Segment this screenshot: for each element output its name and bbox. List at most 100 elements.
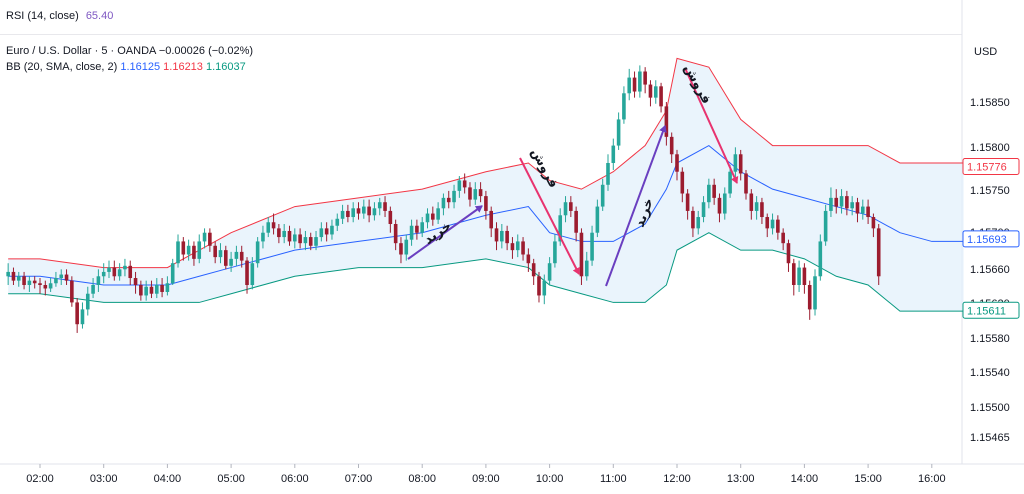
price-badge-middle: 1.15693	[962, 230, 1020, 248]
candle-body	[494, 228, 499, 242]
candle	[43, 280, 48, 296]
candle	[680, 167, 685, 203]
candle	[213, 241, 217, 264]
candle	[441, 193, 446, 216]
candle-body	[425, 213, 430, 223]
candle	[38, 278, 42, 294]
candle-body	[712, 184, 716, 198]
candle	[186, 239, 191, 261]
candle-body	[537, 276, 541, 296]
price-tick: 1.15850	[970, 97, 1010, 109]
candle	[271, 213, 276, 235]
candle-body	[112, 267, 117, 277]
candle	[595, 199, 600, 238]
candle	[123, 258, 127, 277]
candle	[314, 230, 318, 251]
candle	[218, 243, 223, 264]
candle-body	[749, 193, 754, 211]
candle-body	[802, 267, 807, 285]
candle	[367, 199, 371, 223]
candle-body	[144, 286, 148, 296]
candle	[584, 251, 589, 281]
candle-body	[372, 208, 377, 216]
rsi-label: RSI (14, close)	[6, 10, 79, 22]
candle-body	[473, 189, 478, 200]
candle	[632, 71, 637, 98]
candle-body	[255, 241, 260, 264]
candle-body	[760, 202, 764, 218]
rsi-value: 65.40	[85, 10, 114, 22]
candle	[839, 189, 844, 214]
time-tick: 03:00	[90, 473, 118, 485]
candle	[425, 208, 430, 229]
candle	[112, 260, 117, 281]
candle-body	[133, 278, 138, 285]
currency-label[interactable]: USD	[974, 46, 998, 58]
candle-body	[478, 189, 483, 197]
candle-body	[707, 184, 711, 203]
candle	[478, 182, 483, 203]
candle-body	[117, 269, 122, 277]
candle	[643, 67, 647, 94]
candle-body	[356, 208, 361, 214]
candle-body	[664, 106, 669, 137]
candle	[170, 258, 175, 285]
candle-body	[770, 219, 775, 229]
candle	[277, 224, 281, 244]
price-tick: 1.15580	[970, 333, 1010, 345]
candle-body	[64, 274, 69, 281]
main-legend: Euro / U.S. Dollar · 5 · OANDA −0.00026 …	[6, 43, 253, 75]
candle	[728, 164, 732, 198]
candle-body	[38, 283, 42, 285]
candle	[781, 228, 785, 251]
candle-body	[324, 228, 329, 235]
candle-body	[362, 206, 366, 214]
candle-body	[266, 222, 271, 233]
candle	[786, 239, 791, 272]
candle-body	[239, 251, 244, 261]
candle-body	[340, 210, 345, 219]
candle	[505, 225, 509, 251]
candle	[669, 132, 674, 163]
candle	[834, 189, 839, 214]
change-value: −0.00026 (−0.02%)	[158, 45, 254, 57]
candle-body	[733, 154, 738, 172]
candle-body	[648, 84, 653, 98]
price-badges: 1.15776 1.15693 1.15611	[962, 157, 1020, 319]
candle-body	[303, 237, 308, 244]
candle	[722, 187, 727, 220]
candle	[75, 298, 79, 333]
candle-body	[744, 173, 748, 194]
candle-body	[335, 218, 340, 226]
price-tick: 1.15660	[970, 264, 1010, 276]
candle-body	[685, 193, 690, 211]
bb-row: BB (20, SMA, close, 2) 1.16125 1.16213 1…	[6, 59, 253, 75]
candle	[606, 154, 610, 191]
candle-body	[823, 210, 828, 242]
candle-body	[383, 202, 387, 211]
candle-body	[876, 228, 881, 277]
candle-body	[245, 260, 249, 285]
candle	[797, 260, 801, 292]
candle	[383, 196, 387, 218]
candle-body	[409, 225, 414, 240]
price-axis: 1.158501.158001.157501.157001.156601.156…	[970, 97, 1010, 444]
sell-arrow	[684, 67, 739, 184]
candle	[377, 197, 382, 216]
candle	[176, 234, 180, 268]
candle-body	[441, 197, 446, 209]
candle-body	[75, 302, 79, 325]
candle-body	[547, 263, 552, 281]
candle-body	[261, 232, 265, 242]
candle	[399, 237, 403, 264]
candle-body	[611, 145, 616, 163]
time-tick: 11:00	[600, 473, 627, 485]
candle-body	[330, 225, 334, 235]
time-tick: 05:00	[217, 473, 245, 485]
time-tick: 09:00	[472, 473, 500, 485]
candle	[813, 269, 817, 316]
candle-body	[59, 274, 64, 279]
candle	[192, 241, 196, 266]
candle-body	[622, 93, 626, 120]
